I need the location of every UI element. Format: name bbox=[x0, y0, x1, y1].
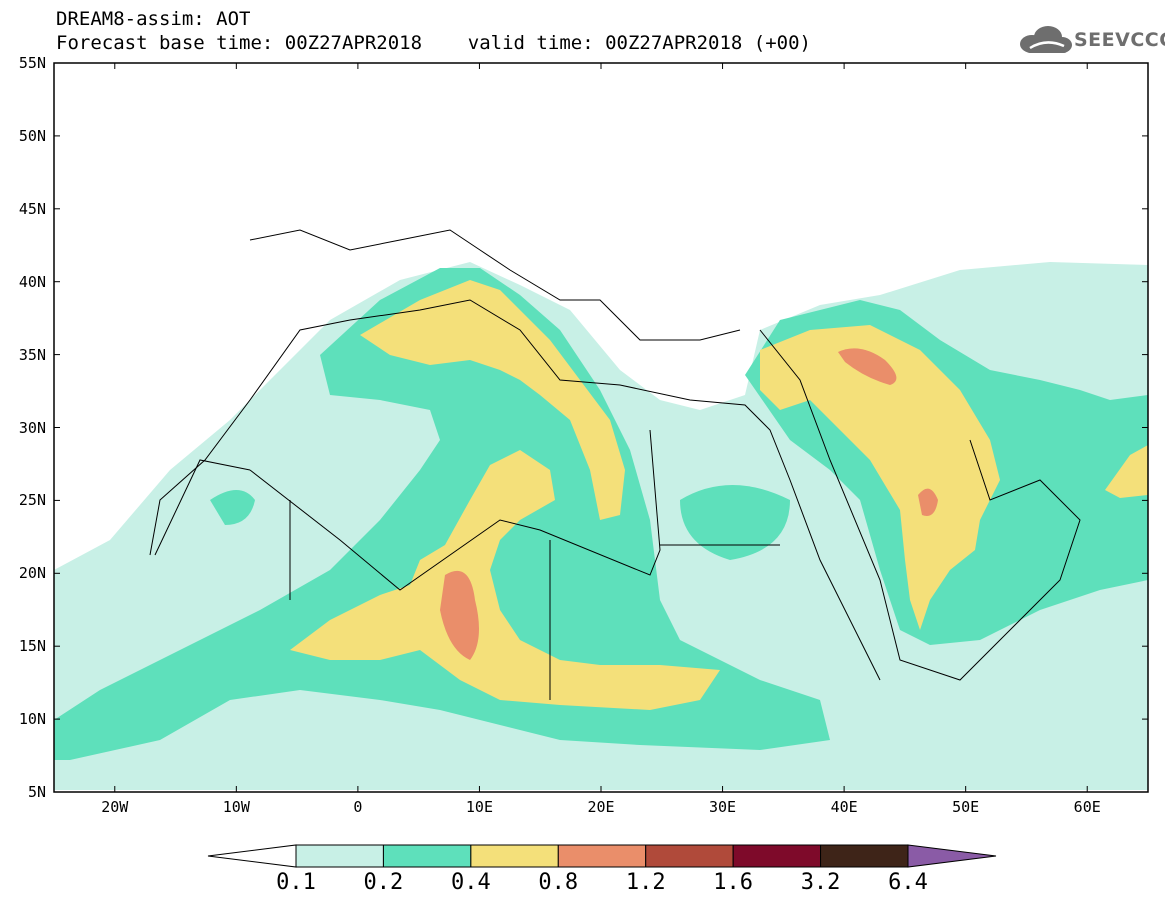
aot-contour-0.8-iraq bbox=[838, 348, 897, 385]
colorbar-level-label: 3.2 bbox=[800, 870, 841, 895]
colorbar-swatch bbox=[382, 844, 472, 868]
lon-label: 20W bbox=[101, 798, 129, 816]
aot-contour-0.8-saudi bbox=[918, 488, 938, 516]
aot-contour-0.2-africa bbox=[54, 268, 830, 760]
lat-label: 15N bbox=[18, 637, 46, 656]
lon-label: 60E bbox=[1073, 798, 1101, 816]
lon-label: 0 bbox=[353, 798, 363, 816]
axis-ticks bbox=[54, 62, 1148, 793]
colorbar-swatch bbox=[820, 844, 909, 868]
lon-label: 30E bbox=[709, 798, 737, 816]
lat-label: 30N bbox=[18, 418, 46, 437]
forecast-time-line: Forecast base time: 00Z27APR2018 valid t… bbox=[56, 32, 811, 54]
aot-contour-0.8-niger bbox=[440, 570, 479, 660]
colorbar-level-label: 6.4 bbox=[888, 870, 928, 895]
lon-label: 40E bbox=[830, 798, 858, 816]
aot-contour-0.4-chad bbox=[290, 450, 720, 710]
colorbar-level-label: 1.2 bbox=[625, 870, 666, 895]
lat-label: 40N bbox=[18, 272, 46, 291]
coast-europe bbox=[249, 229, 741, 341]
map-title: DREAM8-assim: AOT bbox=[56, 8, 251, 30]
aot-shading bbox=[54, 262, 1148, 790]
colorbar-swatch bbox=[732, 844, 822, 868]
lat-label: 35N bbox=[18, 345, 46, 364]
colorbar-level-label: 1.6 bbox=[713, 870, 754, 895]
aot-contour-0.4-arabia bbox=[760, 325, 1000, 630]
colorbar-under-arrow bbox=[207, 844, 297, 868]
lat-label: 25N bbox=[18, 491, 46, 510]
lat-label: 45N bbox=[18, 199, 46, 218]
aot-contour-0.2-west bbox=[210, 490, 255, 525]
lon-label: 20E bbox=[587, 798, 615, 816]
lat-label: 5N bbox=[27, 783, 46, 801]
colorbar-swatch bbox=[557, 844, 647, 868]
lat-label: 10N bbox=[18, 710, 46, 729]
colorbar-level-label: 0.1 bbox=[276, 870, 316, 895]
lat-label: 55N bbox=[18, 54, 46, 72]
borders-africa bbox=[154, 429, 780, 700]
coast-north-africa bbox=[149, 299, 881, 681]
colorbar-level-label: 0.8 bbox=[538, 870, 579, 895]
coast-arabia bbox=[759, 329, 1081, 681]
colorbar bbox=[207, 844, 997, 868]
colorbar-over-arrow bbox=[907, 844, 997, 868]
coastlines bbox=[149, 229, 1081, 700]
seevccc-logo bbox=[1020, 26, 1072, 53]
aot-contour-0.4-oman bbox=[1105, 445, 1148, 498]
colorbar-swatch bbox=[295, 844, 384, 868]
lat-label: 20N bbox=[18, 564, 46, 583]
logo-text: SEEVCCC bbox=[1074, 29, 1165, 51]
colorbar-level-label: 0.2 bbox=[363, 870, 404, 895]
lat-label: 50N bbox=[18, 126, 46, 145]
aot-contour-0.4-tunisia bbox=[360, 280, 625, 520]
colorbar-swatch bbox=[470, 844, 559, 868]
colorbar-swatch bbox=[645, 844, 734, 868]
colorbar-level-label: 0.4 bbox=[450, 870, 491, 895]
lon-label: 10W bbox=[222, 798, 250, 816]
aot-contour-0.2-egypt bbox=[680, 485, 790, 560]
lon-label: 50E bbox=[952, 798, 980, 816]
lon-label: 10E bbox=[465, 798, 493, 816]
